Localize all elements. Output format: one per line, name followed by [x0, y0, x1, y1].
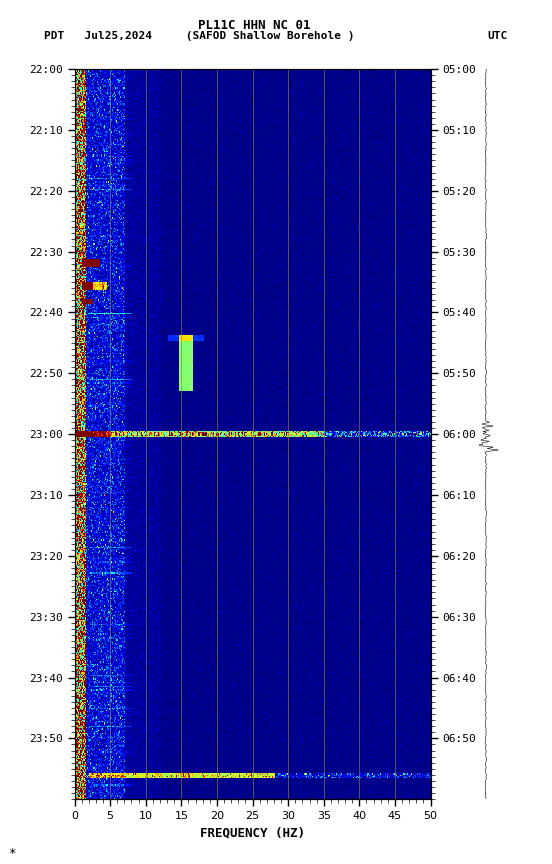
X-axis label: FREQUENCY (HZ): FREQUENCY (HZ) [200, 827, 305, 840]
Text: PDT   Jul25,2024     (SAFOD Shallow Borehole ): PDT Jul25,2024 (SAFOD Shallow Borehole ) [44, 31, 355, 41]
Text: *: * [8, 847, 16, 860]
Text: PL11C HHN NC 01: PL11C HHN NC 01 [198, 19, 310, 32]
Text: UTC: UTC [487, 31, 508, 41]
